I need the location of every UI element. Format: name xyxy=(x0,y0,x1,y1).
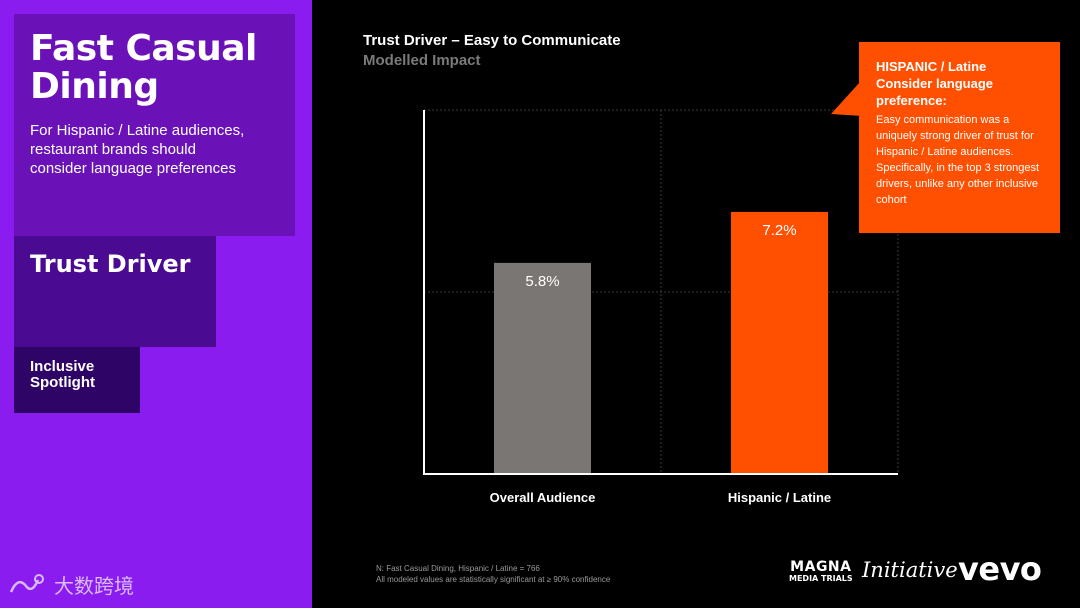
bar-value-label: 5.8% xyxy=(525,273,559,290)
magna-logo-top: MAGNA xyxy=(790,559,852,575)
page-title: Fast Casual Dining xyxy=(30,28,257,107)
title-box: Fast Casual Dining For Hispanic / Latine… xyxy=(14,14,295,236)
footnote-line2: All modeled values are statistically sig… xyxy=(376,575,611,584)
x-tick-label: Overall Audience xyxy=(490,490,596,505)
callout-heading-line2: Consider language xyxy=(876,76,994,91)
footnote: N: Fast Casual Dining, Hispanic / Latine… xyxy=(376,563,610,585)
watermark-text: 大数跨境 xyxy=(54,576,134,598)
chart-title: Trust Driver – Easy to Communicate xyxy=(363,32,621,49)
callout-pointer xyxy=(831,82,862,116)
spotlight-tag: Inclusive Spotlight xyxy=(14,347,140,413)
callout-heading: HISPANIC / Latine Consider language pref… xyxy=(876,58,1046,109)
bar xyxy=(731,211,828,475)
bar-value-label: 7.2% xyxy=(762,222,796,239)
magna-logo: MAGNA MEDIA TRIALS xyxy=(789,560,853,583)
initiative-logo: Initiative xyxy=(862,558,958,582)
callout-heading-line1: HISPANIC / Latine xyxy=(876,59,987,74)
section-title: Trust Driver xyxy=(30,250,191,278)
footnote-line1: N: Fast Casual Dining, Hispanic / Latine… xyxy=(376,564,540,573)
spotlight-tag-line1: Inclusive xyxy=(30,358,95,375)
callout-body: Easy communication was a uniquely strong… xyxy=(876,114,1040,206)
vevo-logo: vevo xyxy=(958,550,1042,588)
watermark-logo-icon xyxy=(9,573,44,593)
callout-heading-line3: preference: xyxy=(876,93,947,108)
x-tick-label: Hispanic / Latine xyxy=(728,490,831,505)
magna-logo-bottom: MEDIA TRIALS xyxy=(789,574,853,583)
bar xyxy=(494,262,591,474)
section-box: Trust Driver xyxy=(14,236,216,347)
chart-subtitle: Modelled Impact xyxy=(363,52,481,69)
left-panel: Fast Casual Dining For Hispanic / Latine… xyxy=(0,0,312,608)
callout-box: HISPANIC / Latine Consider language pref… xyxy=(859,42,1060,233)
spotlight-tag-line2: Spotlight xyxy=(30,374,95,391)
watermark: 大数跨境 xyxy=(8,570,134,599)
page-description: For Hispanic / Latine audiences, restaur… xyxy=(30,122,245,177)
